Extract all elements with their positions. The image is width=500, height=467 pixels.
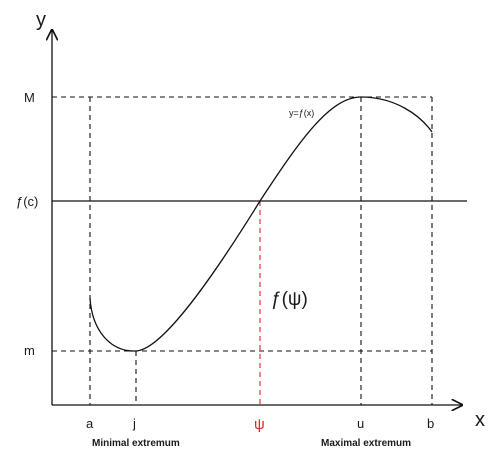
y-axis-name: y: [36, 9, 46, 31]
x-label-psi: ψ: [254, 416, 265, 433]
y-label-min: m: [24, 343, 35, 358]
x-label-u: u: [357, 416, 364, 431]
function-curve: [89, 96, 433, 352]
y-label-max: M: [24, 90, 35, 105]
x-label-b: b: [427, 416, 434, 431]
x-axis-name: x: [475, 409, 485, 431]
y-label-fc: ƒ(c): [16, 194, 38, 209]
x-label-j: j: [132, 416, 136, 431]
minimal-extremum-note: Minimal extremum: [92, 438, 180, 449]
maximal-extremum-note: Maximal extremum: [321, 438, 411, 449]
curve-label: y=ƒ(x): [289, 108, 314, 118]
x-label-a: a: [86, 416, 94, 431]
f-psi-label: ƒ(ψ): [271, 289, 308, 310]
